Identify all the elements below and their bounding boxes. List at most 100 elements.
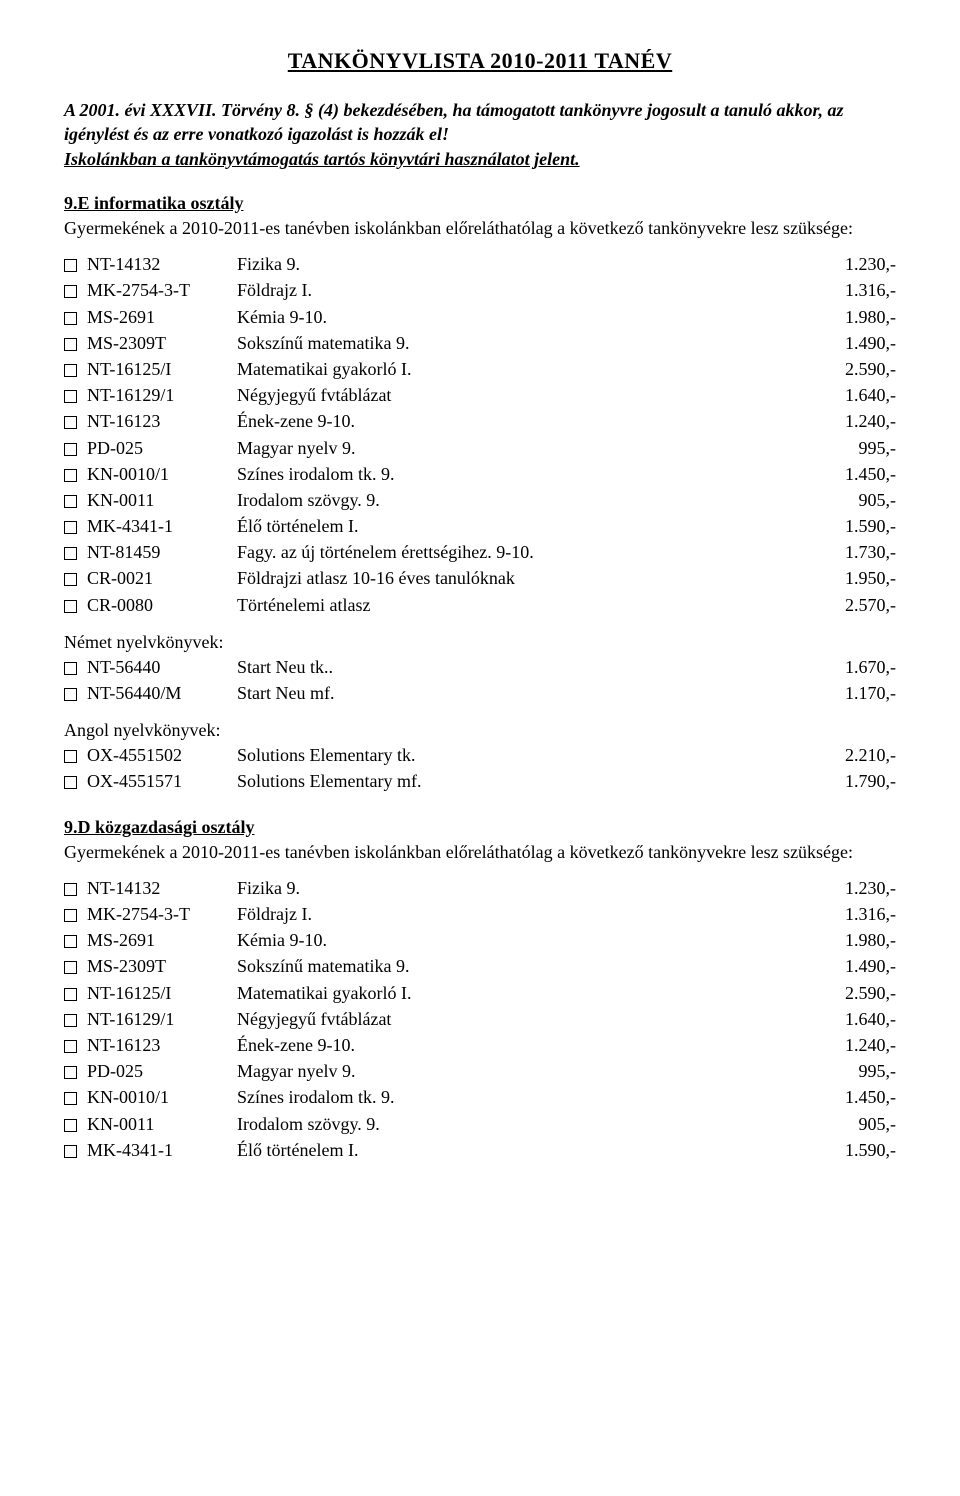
book-row: NT-16123Ének-zene 9-10.1.240,- [64,409,896,434]
checkbox-icon [64,1014,77,1027]
book-row: NT-16125/IMatematikai gyakorló I.2.590,- [64,357,896,382]
book-row: MK-2754-3-TFöldrajz I.1.316,- [64,902,896,927]
book-title: Solutions Elementary mf. [237,769,816,794]
book-price: 995,- [816,436,896,461]
book-row: MK-2754-3-TFöldrajz I.1.316,- [64,278,896,303]
checkbox-icon [64,600,77,613]
book-code: KN-0011 [87,488,237,513]
page-title: TANKÖNYVLISTA 2010-2011 TANÉV [64,48,896,74]
section-heading: 9.E informatika osztály [64,193,896,214]
book-code: MS-2691 [87,928,237,953]
book-price: 1.170,- [816,681,896,706]
book-title: Irodalom szövgy. 9. [237,1112,816,1137]
book-title: Élő történelem I. [237,514,816,539]
book-price: 1.240,- [816,1033,896,1058]
group-label: Angol nyelvkönyvek: [64,720,896,741]
book-title: Történelemi atlasz [237,593,816,618]
book-price: 2.570,- [816,593,896,618]
book-price: 2.210,- [816,743,896,768]
book-price: 1.640,- [816,383,896,408]
book-title: Fagy. az új történelem érettségihez. 9-1… [237,540,816,565]
book-title: Matematikai gyakorló I. [237,981,816,1006]
book-price: 905,- [816,1112,896,1137]
book-row: MK-4341-1Élő történelem I.1.590,- [64,514,896,539]
book-code: MK-4341-1 [87,514,237,539]
book-price: 1.240,- [816,409,896,434]
book-price: 1.670,- [816,655,896,680]
book-row: PD-025Magyar nyelv 9.995,- [64,436,896,461]
book-title: Solutions Elementary tk. [237,743,816,768]
book-price: 2.590,- [816,981,896,1006]
book-row: MS-2691Kémia 9-10.1.980,- [64,305,896,330]
checkbox-icon [64,961,77,974]
book-code: PD-025 [87,436,237,461]
section-subtext: Gyermekének a 2010-2011-es tanévben isko… [64,216,896,240]
book-code: KN-0010/1 [87,462,237,487]
checkbox-icon [64,312,77,325]
intro-paragraph: A 2001. évi XXXVII. Törvény 8. § (4) bek… [64,98,896,171]
book-price: 1.790,- [816,769,896,794]
book-row: NT-16129/1Négyjegyű fvtáblázat1.640,- [64,383,896,408]
book-code: NT-16123 [87,1033,237,1058]
checkbox-icon [64,495,77,508]
book-title: Ének-zene 9-10. [237,1033,816,1058]
book-row: MS-2309TSokszínű matematika 9.1.490,- [64,954,896,979]
book-title: Földrajz I. [237,278,816,303]
book-row: NT-14132Fizika 9.1.230,- [64,876,896,901]
checkbox-icon [64,416,77,429]
book-row: CR-0080Történelemi atlasz2.570,- [64,593,896,618]
book-price: 1.640,- [816,1007,896,1032]
book-title: Ének-zene 9-10. [237,409,816,434]
book-title: Sokszínű matematika 9. [237,331,816,356]
book-code: MK-2754-3-T [87,902,237,927]
book-code: NT-14132 [87,252,237,277]
book-row: MS-2309TSokszínű matematika 9.1.490,- [64,331,896,356]
checkbox-icon [64,1040,77,1053]
book-row: CR-0021Földrajzi atlasz 10-16 éves tanul… [64,566,896,591]
book-row: NT-16125/IMatematikai gyakorló I.2.590,- [64,981,896,1006]
sections-container: 9.E informatika osztályGyermekének a 201… [64,193,896,1163]
book-title: Magyar nyelv 9. [237,436,816,461]
book-code: NT-16129/1 [87,1007,237,1032]
book-price: 1.950,- [816,566,896,591]
book-code: CR-0080 [87,593,237,618]
book-code: NT-16125/I [87,357,237,382]
book-title: Négyjegyű fvtáblázat [237,383,816,408]
checkbox-icon [64,988,77,1001]
book-row: NT-56440/MStart Neu mf.1.170,- [64,681,896,706]
book-code: NT-56440/M [87,681,237,706]
checkbox-icon [64,469,77,482]
checkbox-icon [64,909,77,922]
checkbox-icon [64,390,77,403]
book-code: MS-2691 [87,305,237,330]
book-row: KN-0011Irodalom szövgy. 9.905,- [64,488,896,513]
checkbox-icon [64,443,77,456]
book-price: 1.590,- [816,514,896,539]
checkbox-icon [64,688,77,701]
book-row: NT-81459Fagy. az új történelem érettségi… [64,540,896,565]
book-code: MS-2309T [87,331,237,356]
book-title: Fizika 9. [237,252,816,277]
book-row: NT-16123Ének-zene 9-10.1.240,- [64,1033,896,1058]
checkbox-icon [64,573,77,586]
book-price: 1.230,- [816,252,896,277]
checkbox-icon [64,662,77,675]
checkbox-icon [64,547,77,560]
checkbox-icon [64,883,77,896]
book-price: 1.730,- [816,540,896,565]
checkbox-icon [64,935,77,948]
book-price: 1.980,- [816,928,896,953]
book-code: NT-81459 [87,540,237,565]
book-price: 1.450,- [816,1085,896,1110]
book-title: Földrajz I. [237,902,816,927]
book-title: Élő történelem I. [237,1138,816,1163]
book-code: KN-0010/1 [87,1085,237,1110]
book-price: 1.230,- [816,876,896,901]
checkbox-icon [64,521,77,534]
book-title: Színes irodalom tk. 9. [237,1085,816,1110]
checkbox-icon [64,1092,77,1105]
book-row: KN-0011Irodalom szövgy. 9.905,- [64,1112,896,1137]
book-title: Sokszínű matematika 9. [237,954,816,979]
book-price: 1.490,- [816,954,896,979]
book-price: 2.590,- [816,357,896,382]
